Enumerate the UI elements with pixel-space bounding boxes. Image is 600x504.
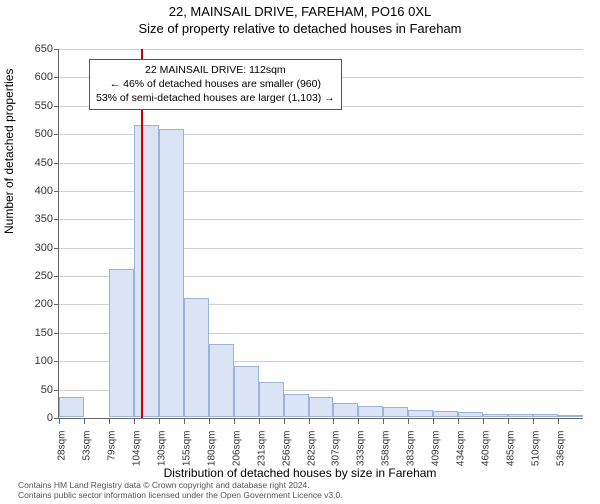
- histogram-bar: [259, 382, 284, 417]
- x-tick-mark: [358, 419, 359, 424]
- y-tick-label: 550: [23, 100, 53, 112]
- histogram-bar: [284, 394, 309, 417]
- histogram-bar: [533, 414, 558, 417]
- x-tick-mark: [558, 419, 559, 424]
- histogram-bar: [209, 344, 234, 417]
- y-tick-mark: [54, 333, 59, 334]
- y-tick-label: 300: [23, 242, 53, 254]
- histogram-bar: [558, 415, 583, 417]
- x-tick-mark: [483, 419, 484, 424]
- y-tick-label: 200: [23, 298, 53, 310]
- histogram-bar: [159, 129, 184, 417]
- y-tick-label: 400: [23, 185, 53, 197]
- histogram-bar: [234, 366, 259, 417]
- x-tick-mark: [109, 419, 110, 424]
- footer-line-1: Contains HM Land Registry data © Crown c…: [18, 480, 343, 490]
- y-tick-mark: [54, 49, 59, 50]
- y-tick-mark: [54, 219, 59, 220]
- x-tick-mark: [383, 419, 384, 424]
- histogram-bar: [184, 298, 209, 417]
- x-tick-mark: [458, 419, 459, 424]
- footer-line-2: Contains public sector information licen…: [18, 490, 343, 500]
- y-tick-label: 500: [23, 128, 53, 140]
- plot-region: 0501001502002503003504004505005506006502…: [58, 49, 583, 419]
- x-tick-mark: [134, 419, 135, 424]
- y-tick-mark: [54, 77, 59, 78]
- chart-title-main: 22, MAINSAIL DRIVE, FAREHAM, PO16 0XL: [0, 4, 600, 19]
- y-tick-mark: [54, 134, 59, 135]
- y-tick-label: 150: [23, 327, 53, 339]
- y-axis-label: Number of detached properties: [2, 69, 16, 234]
- histogram-bar: [358, 406, 383, 417]
- histogram-bar: [408, 410, 433, 417]
- y-tick-mark: [54, 163, 59, 164]
- x-tick-mark: [259, 419, 260, 424]
- y-tick-mark: [54, 106, 59, 107]
- y-tick-mark: [54, 276, 59, 277]
- y-tick-label: 0: [23, 412, 53, 424]
- y-tick-label: 250: [23, 270, 53, 282]
- x-tick-mark: [408, 419, 409, 424]
- y-tick-label: 450: [23, 157, 53, 169]
- y-tick-mark: [54, 191, 59, 192]
- histogram-bar: [333, 403, 358, 417]
- x-tick-mark: [209, 419, 210, 424]
- histogram-bar: [433, 411, 458, 417]
- histogram-bar: [59, 397, 84, 417]
- footer-attribution: Contains HM Land Registry data © Crown c…: [18, 480, 343, 500]
- x-tick-mark: [284, 419, 285, 424]
- y-gridline: [59, 49, 583, 50]
- x-tick-mark: [508, 419, 509, 424]
- histogram-bar: [458, 412, 483, 417]
- annotation-line-1: 22 MAINSAIL DRIVE: 112sqm: [96, 63, 335, 77]
- chart-area: 0501001502002503003504004505005506006502…: [58, 49, 583, 419]
- x-tick-mark: [433, 419, 434, 424]
- x-tick-mark: [234, 419, 235, 424]
- annotation-line-3: 53% of semi-detached houses are larger (…: [96, 91, 335, 105]
- histogram-bar: [483, 414, 508, 417]
- annotation-box: 22 MAINSAIL DRIVE: 112sqm← 46% of detach…: [89, 59, 342, 110]
- x-tick-mark: [59, 419, 60, 424]
- y-tick-mark: [54, 361, 59, 362]
- histogram-bar: [309, 397, 334, 417]
- histogram-bar: [109, 269, 134, 417]
- y-tick-label: 650: [23, 43, 53, 55]
- x-tick-mark: [159, 419, 160, 424]
- y-tick-label: 600: [23, 71, 53, 83]
- x-tick-mark: [333, 419, 334, 424]
- y-tick-label: 350: [23, 213, 53, 225]
- y-tick-label: 50: [23, 384, 53, 396]
- y-tick-mark: [54, 304, 59, 305]
- x-axis-label: Distribution of detached houses by size …: [0, 466, 600, 480]
- histogram-bar: [134, 125, 159, 417]
- x-tick-mark: [84, 419, 85, 424]
- x-tick-mark: [184, 419, 185, 424]
- histogram-bar: [383, 407, 408, 417]
- x-tick-mark: [533, 419, 534, 424]
- y-tick-label: 100: [23, 355, 53, 367]
- y-tick-mark: [54, 390, 59, 391]
- chart-title-sub: Size of property relative to detached ho…: [0, 21, 600, 36]
- y-tick-mark: [54, 248, 59, 249]
- x-tick-mark: [309, 419, 310, 424]
- annotation-line-2: ← 46% of detached houses are smaller (96…: [96, 77, 335, 91]
- histogram-bar: [508, 414, 533, 417]
